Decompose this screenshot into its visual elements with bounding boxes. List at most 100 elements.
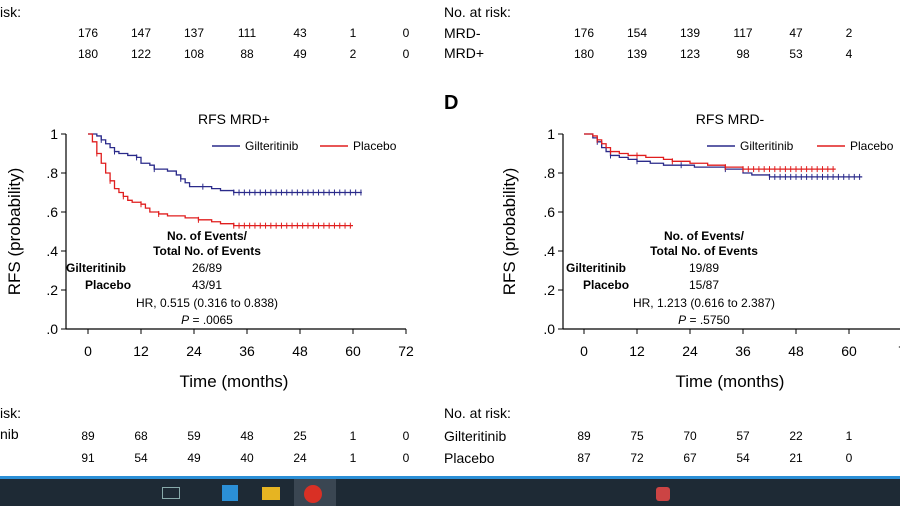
annotation-row-value: 26/89 xyxy=(192,261,222,275)
km-curve-gilteritinib xyxy=(88,133,362,194)
risk-num-bl-r0-c3: 48 xyxy=(240,429,254,443)
task-view-icon[interactable] xyxy=(162,487,180,499)
y-tick-label: 1 xyxy=(547,126,555,142)
taskbar xyxy=(0,479,900,506)
y-tick-label: .0 xyxy=(46,321,58,337)
annotation-header-1: No. of Events/ xyxy=(664,229,745,243)
p-value: P = .5750 xyxy=(678,313,730,327)
file-explorer-icon[interactable] xyxy=(262,487,280,500)
p-value: P = .0065 xyxy=(181,313,233,327)
risk-num-bl-r1-c1: 54 xyxy=(134,451,148,465)
risk-num-br-r1-c4: 21 xyxy=(789,451,803,465)
y-tick-label: .8 xyxy=(46,165,58,181)
risk-num-tl-r1-c0: 180 xyxy=(77,47,99,61)
risk-num-bl-r0-c2: 59 xyxy=(187,429,201,443)
risk-num-br-r0-c5: 1 xyxy=(845,429,853,443)
risk-header-bottom-right: No. at risk: xyxy=(444,405,511,421)
risk-num-tl-r0-c5: 1 xyxy=(349,26,357,40)
y-tick-label: .0 xyxy=(543,321,555,337)
risk-num-tr-r0-c2: 139 xyxy=(679,26,701,40)
risk-num-tl-r1-c4: 49 xyxy=(293,47,307,61)
risk-num-tl-r1-c2: 108 xyxy=(183,47,205,61)
legend-label-placebo: Placebo xyxy=(850,139,894,153)
active-app-tab[interactable] xyxy=(294,479,336,506)
risk-num-bl-r0-c0: 89 xyxy=(81,429,95,443)
risk-num-tl-r1-c6: 0 xyxy=(402,47,410,61)
legend-label-placebo: Placebo xyxy=(353,139,397,153)
x-tick-label: 24 xyxy=(682,343,698,359)
risk-num-bl-r1-c4: 24 xyxy=(293,451,307,465)
annotation-row-value: 15/87 xyxy=(689,278,719,292)
annotation-row-value: 19/89 xyxy=(689,261,719,275)
risk-num-tr-r1-c5: 4 xyxy=(845,47,853,61)
x-axis-label: Time (months) xyxy=(180,372,289,391)
legend-label-gilteritinib: Gilteritinib xyxy=(245,139,299,153)
annotation-row-label: Placebo xyxy=(583,278,629,292)
annotation-header-1: No. of Events/ xyxy=(167,229,248,243)
chart-title: RFS MRD- xyxy=(696,111,765,127)
y-tick-label: .4 xyxy=(543,243,555,259)
annotation-row-value: 43/91 xyxy=(192,278,222,292)
risk-num-tr-r0-c1: 154 xyxy=(626,26,648,40)
y-tick-label: .2 xyxy=(46,282,58,298)
panel-letter-d: D xyxy=(444,92,459,114)
risk-num-bl-r1-c0: 91 xyxy=(81,451,95,465)
risk-num-tl-r1-c5: 2 xyxy=(349,47,357,61)
risk-num-bl-r1-c3: 40 xyxy=(240,451,254,465)
risk-num-tl-r0-c6: 0 xyxy=(402,26,410,40)
risk-num-tl-r0-c3: 111 xyxy=(237,26,257,40)
x-tick-label: 72 xyxy=(398,343,414,359)
risk-label-mrd-pos: MRD+ xyxy=(444,45,485,61)
risk-num-tr-r1-c2: 123 xyxy=(679,47,701,61)
risk-num-br-r1-c0: 87 xyxy=(577,451,591,465)
annotation-row-label: Gilteritinib xyxy=(66,261,126,275)
annotation-row-label: Placebo xyxy=(85,278,131,292)
risk-num-br-r0-c1: 75 xyxy=(630,429,644,443)
km-chart-mrd-positive: .0 .2 .4 .6 .8 1 0 12 24 36 48 60 72 RFS MRD+ Time (mo… xyxy=(5,111,414,391)
x-tick-label: 7 xyxy=(898,343,900,359)
km-curve-gilteritinib xyxy=(584,133,863,178)
x-tick-label: 60 xyxy=(841,343,857,359)
p-value-label: P xyxy=(678,313,686,327)
risk-header-fragment-top-left: isk: xyxy=(0,4,21,20)
risk-num-br-r1-c1: 72 xyxy=(630,451,644,465)
km-curve-placebo xyxy=(584,133,836,170)
risk-num-tr-r1-c4: 53 xyxy=(789,47,803,61)
y-axis-label: RFS (probability) xyxy=(500,168,519,296)
risk-num-br-r1-c3: 54 xyxy=(736,451,750,465)
chart-title: RFS MRD+ xyxy=(198,111,270,127)
risk-num-tr-r0-c5: 2 xyxy=(845,26,853,40)
risk-num-bl-r1-c6: 0 xyxy=(402,451,410,465)
risk-label-mrd-neg: MRD- xyxy=(444,25,481,41)
p-value-label: P xyxy=(181,313,189,327)
x-tick-label: 60 xyxy=(345,343,361,359)
x-tick-label: 0 xyxy=(84,343,92,359)
x-axis-label: Time (months) xyxy=(676,372,785,391)
hazard-ratio: HR, 0.515 (0.316 to 0.838) xyxy=(136,296,278,310)
annotation-row-label: Gilteritinib xyxy=(566,261,626,275)
browser-icon xyxy=(304,485,322,503)
risk-num-tl-r0-c0: 176 xyxy=(77,26,99,40)
risk-num-bl-r0-c5: 1 xyxy=(349,429,357,443)
y-tick-label: .2 xyxy=(543,282,555,298)
risk-num-tr-r1-c0: 180 xyxy=(573,47,595,61)
y-tick-label: .6 xyxy=(46,204,58,220)
y-tick-label: .4 xyxy=(46,243,58,259)
risk-label-fragment-bottom-left: nib xyxy=(0,426,19,442)
risk-num-bl-r0-c4: 25 xyxy=(293,429,307,443)
km-chart-mrd-negative: .0 .2 .4 .6 .8 1 0 12 24 36 48 60 7 RFS MRD- Time (mon… xyxy=(500,111,900,391)
x-tick-label: 48 xyxy=(788,343,804,359)
annotation-header-2: Total No. of Events xyxy=(650,244,758,258)
risk-num-bl-r1-c5: 1 xyxy=(349,451,357,465)
y-tick-label: .8 xyxy=(543,165,555,181)
tray-app-icon[interactable] xyxy=(656,487,670,501)
risk-header-fragment-bottom-left: isk: xyxy=(0,405,21,421)
risk-num-tr-r1-c3: 98 xyxy=(736,47,750,61)
risk-num-br-r0-c3: 57 xyxy=(736,429,750,443)
risk-num-bl-r0-c6: 0 xyxy=(402,429,410,443)
risk-num-br-r1-c5: 0 xyxy=(845,451,853,465)
annotation-header-2: Total No. of Events xyxy=(153,244,261,258)
app-icon-1[interactable] xyxy=(222,485,238,501)
risk-num-tl-r1-c1: 122 xyxy=(130,47,152,61)
x-tick-label: 24 xyxy=(186,343,202,359)
